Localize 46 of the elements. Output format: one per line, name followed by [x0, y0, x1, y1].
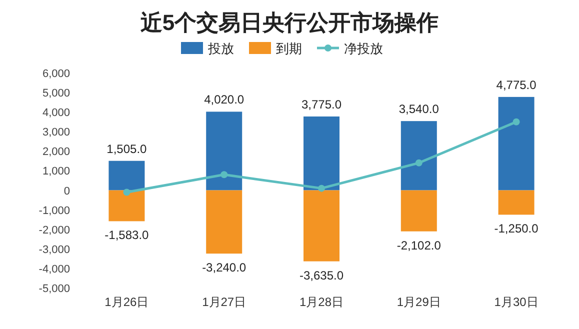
x-tick-label: 1月27日 [202, 295, 246, 309]
legend-label: 净投放 [344, 41, 383, 56]
legend-label: 到期 [276, 41, 302, 56]
data-label: -3,635.0 [299, 268, 344, 282]
data-label: 3,540.0 [398, 102, 440, 116]
bar [400, 121, 437, 190]
y-tick-label: 5,000 [42, 88, 70, 100]
y-tick-label: 2,000 [42, 146, 70, 158]
x-tick-label: 1月28日 [299, 295, 344, 309]
y-tick-label: -3,000 [38, 244, 70, 256]
data-label: -2,102.0 [396, 238, 442, 252]
y-tick-label: 6,000 [42, 68, 70, 80]
x-tick-label: 1月30日 [494, 295, 538, 309]
point [512, 118, 520, 126]
point [415, 159, 422, 166]
y-tick-label: -4,000 [38, 263, 70, 276]
bar [304, 190, 340, 262]
bar [400, 190, 437, 232]
point [123, 188, 130, 196]
x-tick-label: 1月26日 [104, 295, 149, 309]
data-label: 4,020.0 [204, 92, 244, 107]
y-tick-label: -5,000 [38, 283, 70, 295]
bar [304, 116, 340, 190]
y-tick-label: 4,000 [42, 107, 70, 120]
y-tick-label: -2,000 [38, 224, 70, 236]
chart-title: 近5个交易日央行公开市场操作 [139, 10, 439, 35]
bar [206, 112, 242, 190]
data-label: -1,250.0 [494, 222, 539, 236]
point [220, 171, 228, 178]
data-label: 4,775.0 [496, 78, 537, 92]
y-tick-label: 1,000 [42, 166, 70, 178]
y-tick-label: 0 [64, 185, 70, 198]
x-tick-label: 1月29日 [396, 295, 441, 309]
bar [206, 190, 242, 254]
data-label: -3,240.0 [202, 260, 246, 275]
data-label: -1,583.0 [104, 228, 150, 242]
y-tick-label: 3,000 [42, 126, 70, 139]
bar [108, 190, 145, 222]
y-tick-label: -1,000 [38, 204, 70, 217]
point [318, 184, 325, 192]
legend-label: 投放 [207, 41, 234, 56]
bar [498, 96, 534, 190]
data-label: 3,775.0 [301, 97, 342, 112]
bar [108, 160, 145, 190]
bar [498, 190, 534, 215]
data-label: 1,505.0 [106, 142, 148, 156]
